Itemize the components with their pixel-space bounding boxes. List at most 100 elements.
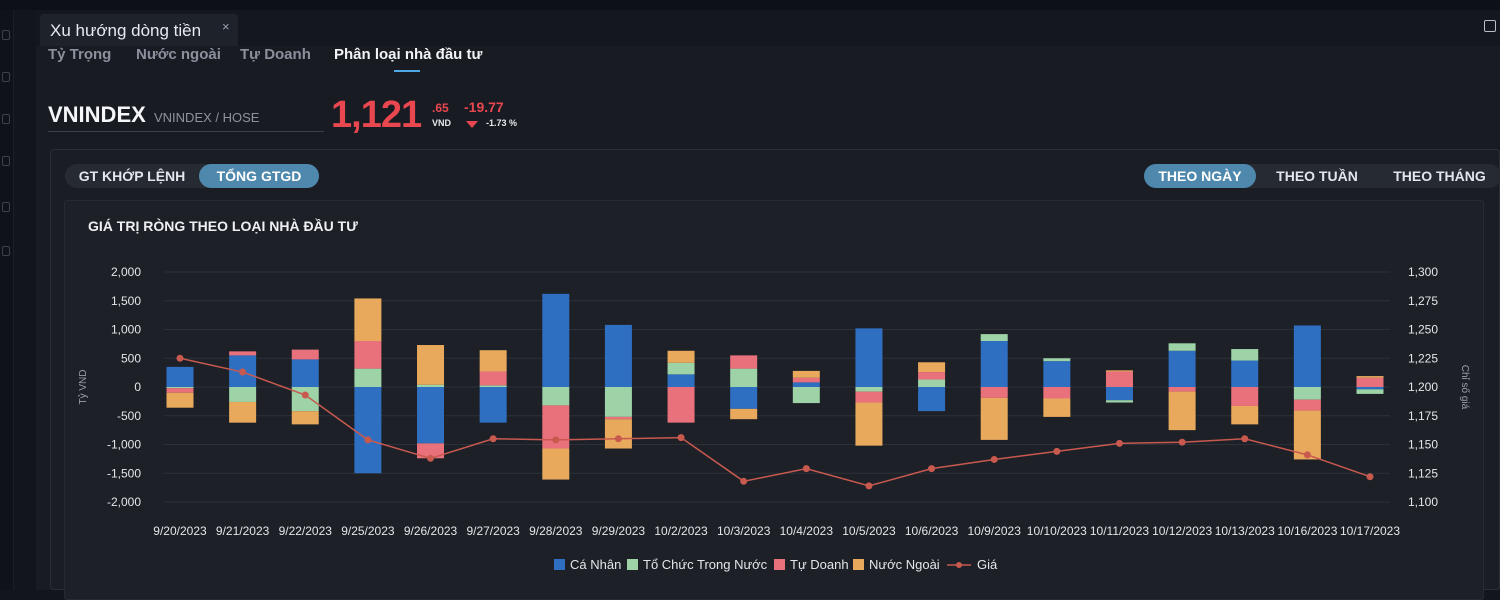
window-tab-bar: Xu hướng dòng tiền × <box>36 10 1500 46</box>
bar-tu-doanh <box>667 387 695 423</box>
y2-tick-label: 1,100 <box>1408 495 1438 509</box>
toolbar-icon[interactable] <box>2 156 10 166</box>
down-arrow-icon <box>466 121 478 128</box>
tab-ty-trong[interactable]: Tỷ Trọng <box>48 46 112 63</box>
tong-gtgd-button[interactable]: TỔNG GTGD <box>199 164 319 188</box>
price-value: 1,121 <box>331 94 422 136</box>
symbol-code: VNINDEX <box>48 102 146 127</box>
bar-tu-doanh <box>1043 387 1071 399</box>
x-tick-label: 9/21/2023 <box>216 524 270 538</box>
x-tick-label: 10/12/2023 <box>1152 524 1212 538</box>
y-tick-label: 1,000 <box>111 323 141 337</box>
bar-to-chuc <box>730 368 758 387</box>
close-icon[interactable]: × <box>222 19 230 34</box>
bar-nuoc-ngoai <box>1105 370 1133 372</box>
bar-nuoc-ngoai <box>667 350 695 363</box>
toolbar-icon[interactable] <box>2 202 10 212</box>
bar-tu-doanh <box>479 371 507 386</box>
x-tick-label: 10/9/2023 <box>968 524 1022 538</box>
price-decimal: .65 <box>432 101 449 115</box>
x-tick-label: 9/26/2023 <box>404 524 458 538</box>
y-tick-label: 1,500 <box>111 294 141 308</box>
bar-nuoc-ngoai <box>166 392 194 408</box>
bar-ca-nhan <box>980 341 1008 387</box>
symbol-field[interactable]: VNINDEX VNINDEX / HOSE <box>48 102 324 132</box>
x-tick-label: 9/27/2023 <box>466 524 520 538</box>
tab-phan-loai-nha-dau-tu[interactable]: Phân loại nhà đầu tư <box>334 46 483 63</box>
y2-tick-label: 1,125 <box>1408 466 1438 480</box>
price-point <box>677 434 685 442</box>
chart-title: GIÁ TRỊ RÒNG THEO LOẠI NHÀ ĐẦU TƯ <box>88 218 358 234</box>
toolbar-icon[interactable] <box>2 30 10 40</box>
theo-tuan-button[interactable]: THEO TUẦN <box>1276 168 1358 184</box>
price-point <box>865 482 873 490</box>
bar-tu-doanh <box>730 355 758 369</box>
bar-to-chuc <box>479 385 507 387</box>
expand-icon[interactable] <box>1484 20 1496 32</box>
bar-nuoc-ngoai <box>980 397 1008 440</box>
tab-tu-doanh[interactable]: Tự Doanh <box>240 46 311 63</box>
toolbar-icon[interactable] <box>2 246 10 256</box>
bar-to-chuc <box>1043 358 1071 362</box>
y-tick-label: -1,500 <box>107 466 141 480</box>
gt-khop-lenh-button[interactable]: GT KHỚP LỆNH <box>78 168 186 184</box>
price-point <box>176 354 184 362</box>
legend-swatch <box>554 559 565 570</box>
y2-tick-label: 1,175 <box>1408 409 1438 423</box>
bar-ca-nhan <box>1105 387 1133 401</box>
x-tick-label: 9/25/2023 <box>341 524 395 538</box>
bar-to-chuc <box>1168 343 1196 351</box>
price-change-percent: -1.73 % <box>486 118 518 128</box>
bar-ca-nhan <box>479 387 507 423</box>
bar-ca-nhan <box>604 324 632 387</box>
app-top-bar <box>0 0 1500 10</box>
x-tick-label: 9/29/2023 <box>592 524 646 538</box>
bar-to-chuc <box>417 384 445 387</box>
y-axis-label: Tỷ VND <box>77 370 89 405</box>
chart-card: GT KHỚP LỆNH TỔNG GTGD THEO NGÀY THEO TU… <box>50 149 1500 600</box>
bar-nuoc-ngoai <box>1293 410 1321 460</box>
y2-axis-label: Chỉ số giá <box>1459 365 1471 410</box>
legend-swatch <box>627 559 638 570</box>
window-tab[interactable]: Xu hướng dòng tiền × <box>40 14 238 46</box>
tab-nuoc-ngoai[interactable]: Nước ngoài <box>136 46 221 63</box>
y-tick-label: 500 <box>121 351 141 365</box>
bar-nuoc-ngoai <box>417 345 445 385</box>
bar-to-chuc <box>604 387 632 417</box>
price-point <box>239 368 247 376</box>
bar-ca-nhan <box>1356 387 1384 390</box>
value-type-toggle: GT KHỚP LỆNH TỔNG GTGD <box>65 164 319 188</box>
bar-nuoc-ngoai <box>730 408 758 420</box>
x-tick-label: 10/10/2023 <box>1027 524 1087 538</box>
price-point <box>1303 451 1311 459</box>
legend-label: Tự Doanh <box>790 557 849 572</box>
x-tick-label: 10/3/2023 <box>717 524 771 538</box>
symbol-exchange: VNINDEX / HOSE <box>154 110 260 125</box>
toolbar-icon[interactable] <box>2 72 10 82</box>
theo-thang-button[interactable]: THEO THÁNG <box>1393 168 1486 184</box>
price-point <box>928 465 936 473</box>
bar-to-chuc <box>166 387 194 389</box>
bar-to-chuc <box>855 387 883 392</box>
bar-ca-nhan <box>1043 361 1071 387</box>
y2-tick-label: 1,250 <box>1408 323 1438 337</box>
toolbar-icon[interactable] <box>2 114 10 124</box>
bar-nuoc-ngoai <box>604 419 632 449</box>
bar-nuoc-ngoai <box>792 370 820 378</box>
y-tick-label: -2,000 <box>107 495 141 509</box>
theo-ngay-button[interactable]: THEO NGÀY <box>1144 164 1256 188</box>
period-toggle: THEO NGÀY THEO TUẦN THEO THÁNG <box>1144 164 1500 188</box>
bar-ca-nhan <box>792 382 820 387</box>
bar-nuoc-ngoai <box>1043 398 1071 417</box>
bar-tu-doanh <box>918 372 946 380</box>
x-tick-label: 10/13/2023 <box>1215 524 1275 538</box>
x-tick-label: 9/28/2023 <box>529 524 583 538</box>
x-tick-label: 9/20/2023 <box>153 524 207 538</box>
bar-to-chuc <box>792 387 820 404</box>
bar-ca-nhan <box>354 387 382 474</box>
price-unit: VND <box>432 118 452 128</box>
bar-to-chuc <box>1231 349 1259 361</box>
price-point <box>1178 438 1186 446</box>
bar-to-chuc <box>980 334 1008 341</box>
bar-tu-doanh <box>229 351 257 356</box>
